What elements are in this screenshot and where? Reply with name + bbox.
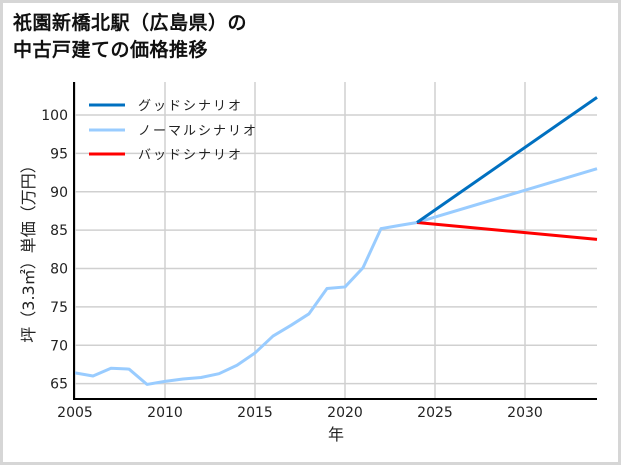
series-bad-line — [416, 220, 598, 241]
axes — [73, 82, 597, 400]
y-tick-label: 100 — [41, 108, 68, 124]
x-tick-label: 2020 — [327, 405, 363, 421]
x-tick-label: 2010 — [147, 405, 183, 421]
y-tick-labels: 65 70 75 80 85 90 95 100 — [41, 108, 68, 393]
series-good-line — [416, 96, 598, 224]
chart-title-line2: 中古戸建ての価格推移 — [13, 39, 209, 61]
grid-lines — [74, 82, 597, 399]
y-tick-label: 80 — [50, 262, 68, 278]
x-tick-label: 2015 — [237, 405, 273, 421]
x-tick-label: 2005 — [57, 405, 93, 421]
x-tick-labels: 2005 2010 2015 2020 2025 2030 — [57, 405, 543, 421]
x-axis-label: 年 — [328, 425, 344, 444]
legend-label-bad: バッドシナリオ — [138, 148, 243, 163]
y-tick-label: 70 — [50, 338, 68, 354]
legend-label-good: グッドシナリオ — [138, 99, 243, 114]
chart-title: 祇園新橋北駅（広島県）の 中古戸建ての価格推移 — [13, 10, 247, 64]
series-actual-line — [74, 220, 418, 386]
legend-label-normal: ノーマルシナリオ — [138, 124, 258, 139]
y-tick-label: 95 — [50, 146, 68, 162]
data-series — [74, 96, 598, 386]
y-tick-label: 65 — [50, 377, 68, 393]
chart-title-line1: 祇園新橋北駅（広島県）の — [13, 12, 248, 34]
series-normal-line — [416, 167, 598, 224]
y-tick-label: 85 — [50, 223, 68, 239]
y-axis-label: 坪（3.3㎡）単価（万円） — [19, 157, 38, 342]
x-tick-label: 2030 — [507, 405, 543, 421]
y-tick-label: 75 — [50, 300, 68, 316]
x-tick-label: 2025 — [417, 405, 453, 421]
y-tick-label: 90 — [50, 185, 68, 201]
legend: グッドシナリオ ノーマルシナリオ バッドシナリオ — [89, 99, 258, 163]
